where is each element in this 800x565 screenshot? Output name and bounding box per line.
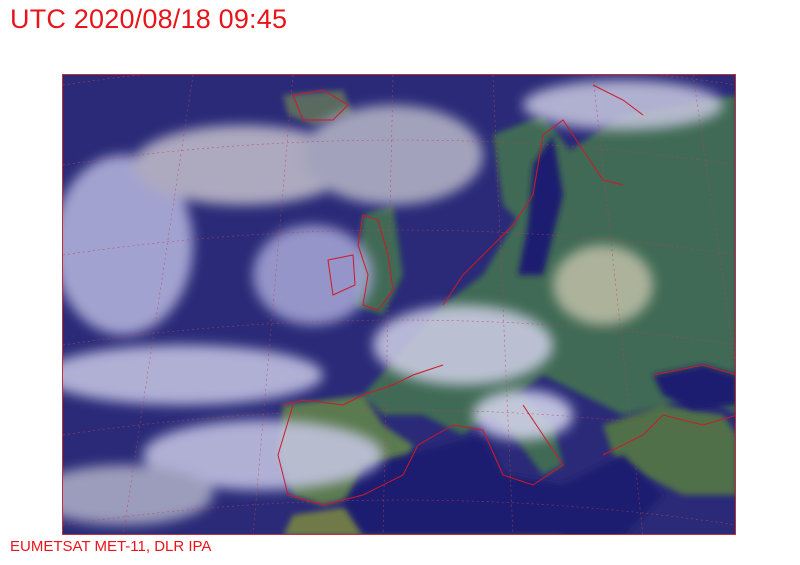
satellite-map[interactable] — [62, 74, 736, 535]
timestamp-title: UTC 2020/08/18 09:45 — [10, 4, 288, 34]
seas — [343, 135, 735, 534]
coastlines — [277, 84, 735, 506]
graticule — [63, 75, 735, 534]
clouds — [63, 80, 723, 525]
satellite-image — [63, 75, 735, 534]
image-credit: EUMETSAT MET-11, DLR IPA — [10, 538, 212, 555]
